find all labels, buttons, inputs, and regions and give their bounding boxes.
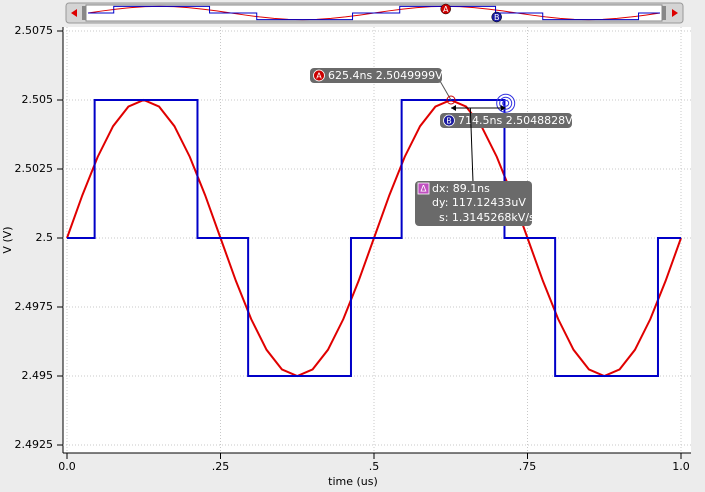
- delta-dx: dx: 89.1ns: [432, 182, 490, 195]
- y-tick-label: 2.5025: [15, 162, 54, 175]
- x-tick-label: .5: [369, 460, 380, 473]
- marker: [499, 96, 513, 110]
- overview-handle[interactable]: [82, 6, 86, 20]
- y-tick-label: 2.5: [36, 231, 54, 244]
- x-tick-label: 0.0: [58, 460, 76, 473]
- marker: [502, 99, 510, 107]
- x-tick-label: .75: [519, 460, 537, 473]
- y-tick-label: 2.495: [22, 369, 54, 382]
- delta-s: s: 1.3145268kV/s: [439, 211, 535, 224]
- scroll-left[interactable]: [71, 9, 77, 17]
- marker-badge-label: A: [316, 72, 322, 81]
- x-tick-label: .25: [212, 460, 230, 473]
- marker-badge-label: B: [446, 117, 452, 126]
- marker: [496, 93, 516, 113]
- y-tick-label: 2.4975: [15, 300, 54, 313]
- marker-label: 625.4ns 2.5049999V: [328, 69, 443, 82]
- overview-handle[interactable]: [662, 6, 666, 20]
- y-tick-label: 2.5075: [15, 24, 54, 37]
- y-axis-label: V (V): [1, 226, 14, 253]
- marker-label-box: [440, 113, 572, 128]
- overview-marker: [491, 11, 502, 23]
- delta-badge: [417, 182, 430, 195]
- delta-badge-label: Δ: [420, 185, 427, 195]
- x-tick-label: 1.0: [672, 460, 690, 473]
- overview-marker: [440, 3, 451, 15]
- overview-marker-label: B: [494, 13, 500, 22]
- marker: [446, 95, 456, 105]
- delta-box: [415, 181, 532, 226]
- delta-leader: [469, 107, 474, 183]
- marker-label: 714.5ns 2.5048828V: [458, 114, 573, 127]
- marker-badge: [443, 114, 455, 127]
- plot-area: [63, 27, 691, 453]
- scroll-right[interactable]: [672, 9, 678, 17]
- marker-badge: [313, 69, 325, 82]
- line: [67, 99, 681, 377]
- delta-dy: dy: 117.12433uV: [432, 196, 526, 209]
- overview-marker-label: A: [443, 5, 449, 14]
- y-tick-label: 2.505: [22, 93, 54, 106]
- y-tick-label: 2.4925: [15, 438, 54, 451]
- x-axis-label: time (us): [328, 475, 378, 488]
- marker-label-box: [310, 68, 442, 83]
- overview-line: [88, 5, 660, 21]
